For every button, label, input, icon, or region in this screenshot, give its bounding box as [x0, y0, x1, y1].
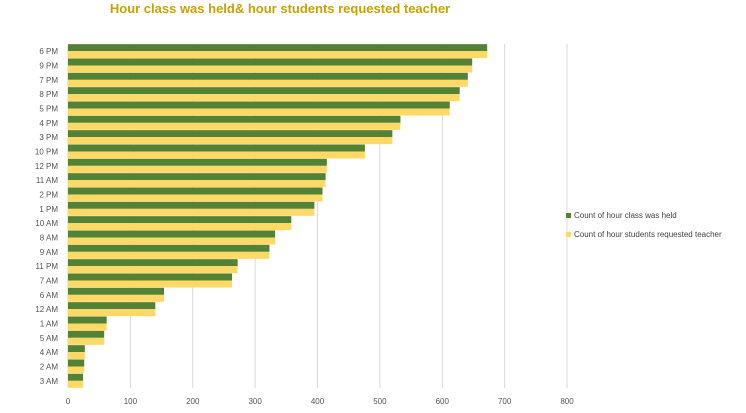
bar-5-am-series-1 — [68, 330, 105, 338]
bar-9-am-series-2 — [68, 251, 270, 259]
bar-12-am-series-2 — [68, 309, 156, 317]
bar-2-am-series-1 — [68, 359, 85, 367]
bar-7-pm-series-2 — [68, 79, 468, 87]
y-tick-label: 12 AM — [35, 305, 58, 314]
legend-entry: Count of hour class was held — [574, 211, 677, 220]
bar-8-pm-series-1 — [68, 87, 460, 95]
x-tick-label: 200 — [186, 397, 200, 406]
bar-3-am-series-1 — [68, 373, 83, 381]
y-tick-label: 5 AM — [40, 334, 59, 343]
bar-5-pm-series-1 — [68, 101, 450, 109]
y-tick-label: 10 AM — [35, 219, 58, 228]
bar-11-pm-series-2 — [68, 266, 238, 274]
x-axis-labels: 0 100 200 300 400 500 600 700 800 — [66, 397, 574, 406]
bar-3-pm-series-1 — [68, 130, 393, 138]
bar-1-pm-series-1 — [68, 201, 315, 209]
bar-1-pm-series-2 — [68, 208, 315, 216]
bar-3-pm-series-2 — [68, 137, 393, 145]
bar-11-am-series-1 — [68, 173, 326, 181]
y-tick-label: 2 PM — [39, 191, 58, 200]
x-tick-label: 400 — [311, 397, 325, 406]
y-tick-label: 4 AM — [40, 348, 59, 357]
chart-title: Hour class was held& hour students reque… — [109, 1, 451, 16]
y-tick-label: 12 PM — [35, 162, 58, 171]
legend: Count of hour class was held Count of hou… — [566, 211, 722, 239]
bar-11-am-series-2 — [68, 180, 326, 188]
bars — [68, 44, 488, 388]
x-tick-label: 600 — [436, 397, 450, 406]
legend-swatch — [566, 232, 571, 237]
y-tick-label: 3 PM — [39, 133, 58, 142]
bar-4-am-series-1 — [68, 345, 85, 353]
y-tick-label: 7 AM — [40, 277, 59, 286]
bar-9-am-series-1 — [68, 244, 270, 252]
bar-8-am-series-1 — [68, 230, 276, 238]
y-tick-label: 8 AM — [40, 234, 59, 243]
y-tick-label: 1 AM — [40, 320, 59, 329]
y-tick-label: 9 AM — [40, 248, 59, 257]
bar-8-pm-series-2 — [68, 94, 460, 102]
y-tick-label: 7 PM — [39, 76, 58, 85]
y-tick-label: 1 PM — [39, 205, 58, 214]
y-tick-label: 4 PM — [39, 119, 58, 128]
y-tick-label: 11 PM — [35, 262, 58, 271]
y-tick-label: 8 PM — [39, 90, 58, 99]
bar-6-am-series-1 — [68, 287, 165, 295]
bar-5-pm-series-2 — [68, 108, 450, 116]
y-tick-label: 10 PM — [35, 148, 58, 157]
y-tick-label: 5 PM — [39, 105, 58, 114]
bar-1-am-series-2 — [68, 323, 107, 331]
y-tick-label: 6 AM — [40, 291, 59, 300]
bar-10-am-series-2 — [68, 223, 292, 231]
bar-11-pm-series-1 — [68, 259, 238, 267]
legend-swatch — [566, 213, 571, 218]
x-tick-label: 500 — [373, 397, 387, 406]
bar-4-pm-series-1 — [68, 115, 401, 123]
bar-2-pm-series-1 — [68, 187, 323, 195]
y-tick-label: 9 PM — [39, 62, 58, 71]
bar-6-am-series-2 — [68, 294, 165, 302]
bar-5-am-series-2 — [68, 337, 105, 345]
bar-7-am-series-1 — [68, 273, 233, 281]
bar-2-pm-series-2 — [68, 194, 323, 202]
bar-3-am-series-2 — [68, 380, 83, 388]
y-tick-label: 3 AM — [40, 377, 59, 386]
bar-12-am-series-1 — [68, 302, 156, 310]
y-tick-label: 2 AM — [40, 363, 59, 372]
y-tick-label: 11 AM — [36, 176, 58, 185]
bar-8-am-series-2 — [68, 237, 276, 245]
bar-4-am-series-2 — [68, 352, 85, 360]
legend-entry: Count of hour students requested teacher — [574, 230, 722, 239]
bar-12-pm-series-1 — [68, 158, 327, 166]
x-tick-label: 300 — [248, 397, 262, 406]
bar-2-am-series-2 — [68, 366, 85, 374]
bar-7-pm-series-1 — [68, 72, 468, 80]
x-tick-label: 100 — [124, 397, 138, 406]
bar-10-am-series-1 — [68, 216, 292, 224]
x-tick-label: 0 — [66, 397, 71, 406]
bar-1-am-series-1 — [68, 316, 107, 324]
bar-10-pm-series-1 — [68, 144, 365, 152]
bar-9-pm-series-2 — [68, 65, 473, 73]
bar-9-pm-series-1 — [68, 58, 473, 66]
bar-4-pm-series-2 — [68, 122, 401, 130]
y-axis-labels: 6 PM 9 PM 7 PM 8 PM 5 PM 4 PM 3 PM 10 PM 12 PM 11… — [35, 47, 58, 386]
bar-10-pm-series-2 — [68, 151, 365, 159]
bar-6-pm-series-1 — [68, 44, 488, 52]
x-tick-label: 800 — [560, 397, 574, 406]
x-tick-label: 700 — [498, 397, 512, 406]
y-tick-label: 6 PM — [39, 47, 58, 56]
bar-7-am-series-2 — [68, 280, 233, 288]
bar-6-pm-series-2 — [68, 51, 488, 59]
bar-12-pm-series-2 — [68, 165, 327, 173]
